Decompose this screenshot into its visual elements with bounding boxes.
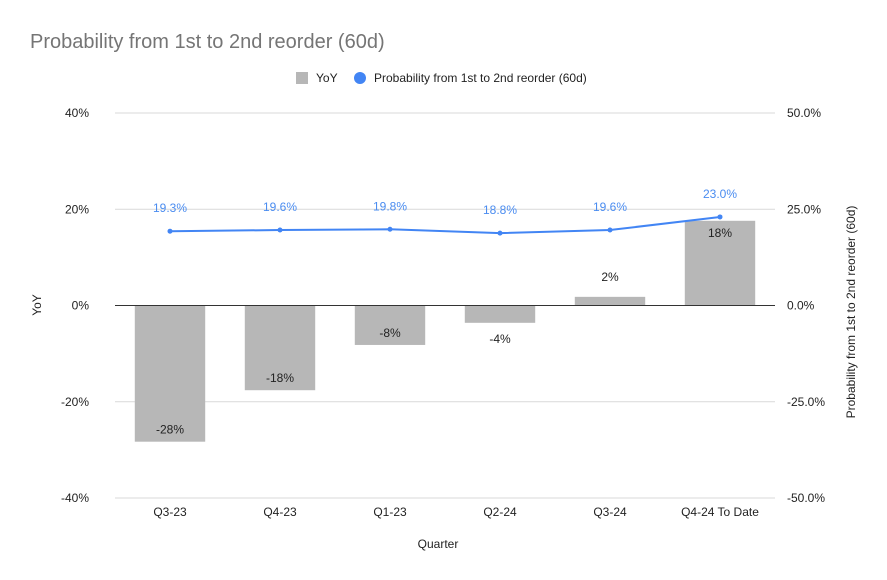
- bar-data-label: -8%: [379, 326, 401, 340]
- line-point: [277, 227, 283, 233]
- x-tick-label: Q1-23: [373, 505, 407, 519]
- bar-series-yoy: [134, 220, 756, 442]
- y-tick-label-left: 0%: [72, 299, 90, 313]
- line-data-label: 19.6%: [593, 200, 627, 214]
- line-data-label: 18.8%: [483, 203, 517, 217]
- y-tick-label-left: 20%: [65, 202, 89, 216]
- bar-data-label: -28%: [156, 423, 184, 437]
- y-tick-label-right: 50.0%: [787, 106, 821, 120]
- legend-swatch-probability: [354, 72, 366, 84]
- line-point: [607, 227, 613, 233]
- gridlines: [115, 112, 775, 499]
- bar-data-label: -4%: [489, 332, 511, 346]
- line-data-label: 19.6%: [263, 200, 297, 214]
- bar-data-label: 2%: [601, 270, 619, 284]
- x-tick-label: Q3-23: [153, 505, 187, 519]
- x-axis-ticks: Q3-23 Q4-23 Q1-23 Q2-24 Q3-24 Q4-24 To Date: [153, 505, 759, 519]
- series-line: [169, 215, 721, 235]
- bar-data-label: -18%: [266, 371, 294, 385]
- legend: YoY Probability from 1st to 2nd reorder …: [296, 71, 587, 85]
- right-axis-ticks: 50.0% 25.0% 0.0% -25.0% -50.0%: [787, 106, 825, 505]
- y-tick-label-right: 0.0%: [787, 299, 815, 313]
- line-point: [717, 214, 723, 220]
- x-axis-title: Quarter: [418, 537, 459, 551]
- y-axis-title-left: YoY: [30, 294, 44, 316]
- legend-swatch-yoy: [296, 72, 308, 84]
- line-point: [167, 228, 173, 234]
- y-tick-label-left: -40%: [61, 491, 89, 505]
- left-axis-ticks: 40% 20% 0% -20% -40%: [61, 106, 89, 505]
- y-tick-label-left: 40%: [65, 106, 89, 120]
- bar: [464, 305, 536, 323]
- bar: [354, 305, 426, 345]
- x-tick-label: Q3-24: [593, 505, 627, 519]
- bar: [134, 305, 206, 442]
- legend-label-yoy: YoY: [316, 71, 338, 85]
- y-axis-title-right: Probability from 1st to 2nd reorder (60d…: [844, 206, 858, 419]
- line-data-label: 19.8%: [373, 199, 407, 213]
- y-tick-label-left: -20%: [61, 395, 89, 409]
- line-data-label: 23.0%: [703, 187, 737, 201]
- y-tick-label-right: -25.0%: [787, 395, 825, 409]
- line-point: [387, 226, 393, 232]
- line-point: [497, 230, 503, 236]
- y-tick-label-right: -50.0%: [787, 491, 825, 505]
- bar-data-label: 18%: [708, 226, 732, 240]
- x-tick-label: Q4-23: [263, 505, 297, 519]
- bar: [244, 305, 316, 391]
- x-tick-label: Q4-24 To Date: [681, 505, 759, 519]
- y-tick-label-right: 25.0%: [787, 202, 821, 216]
- line-series-probability: 19.3% 19.6% 19.8% 18.8% 19.6% 23.0%: [153, 187, 737, 236]
- bar: [684, 220, 756, 306]
- bar-data-labels: -28% -18% -8% -4% 2% 18%: [156, 226, 732, 437]
- legend-label-probability: Probability from 1st to 2nd reorder (60d…: [374, 71, 587, 85]
- line-data-label: 19.3%: [153, 201, 187, 215]
- bar: [574, 296, 646, 306]
- chart-title: Probability from 1st to 2nd reorder (60d…: [30, 31, 385, 53]
- x-tick-label: Q2-24: [483, 505, 517, 519]
